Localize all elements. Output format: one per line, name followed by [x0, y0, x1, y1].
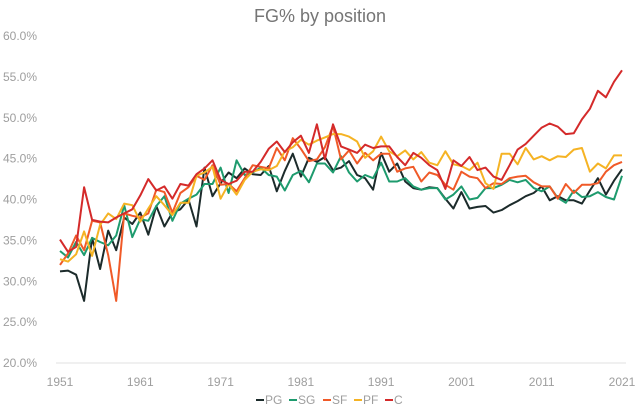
- legend-item-pg[interactable]: PG: [256, 393, 282, 407]
- series-line-sg: [59, 155, 623, 259]
- legend-label: C: [394, 393, 403, 407]
- legend-label: PF: [363, 393, 378, 407]
- legend-label: SF: [332, 393, 347, 407]
- legend-item-sg[interactable]: SG: [289, 393, 315, 407]
- x-tick-label: 2011: [529, 375, 555, 389]
- series-line-sf: [59, 124, 623, 302]
- y-tick-label: 40.0%: [3, 193, 37, 207]
- legend-item-pf[interactable]: PF: [354, 393, 378, 407]
- plot-area: [59, 69, 623, 302]
- y-tick-label: 45.0%: [3, 152, 37, 166]
- legend: PG SG SF PF C: [256, 393, 403, 407]
- x-tick-label: 1981: [288, 375, 315, 389]
- series-line-pf: [59, 133, 622, 263]
- x-tick-label: 1951: [47, 375, 74, 389]
- legend-label: SG: [298, 393, 315, 407]
- series-line-c: [59, 69, 623, 253]
- legend-label: PG: [265, 393, 282, 407]
- y-tick-label: 30.0%: [3, 274, 37, 288]
- x-tick-label: 1971: [207, 375, 234, 389]
- y-axis: 20.0% 25.0% 30.0% 35.0% 40.0% 45.0% 50.0% 55.0%…: [3, 29, 37, 370]
- y-tick-label: 35.0%: [3, 233, 37, 247]
- y-tick-label: 20.0%: [3, 356, 37, 370]
- x-axis: 1951 1961 1971 1981 1991 2001 2011 2021: [47, 375, 636, 389]
- x-tick-label: 1991: [368, 375, 395, 389]
- y-tick-label: 25.0%: [3, 315, 37, 329]
- chart-title: FG% by position: [254, 6, 386, 26]
- legend-item-sf[interactable]: SF: [323, 393, 347, 407]
- legend-item-c[interactable]: C: [385, 393, 403, 407]
- x-tick-label: 2021: [609, 375, 636, 389]
- x-tick-label: 1961: [127, 375, 154, 389]
- y-tick-label: 60.0%: [3, 29, 37, 43]
- x-tick-label: 2001: [448, 375, 475, 389]
- y-tick-label: 50.0%: [3, 111, 37, 125]
- series-line-pg: [59, 151, 623, 302]
- y-tick-label: 55.0%: [3, 70, 37, 84]
